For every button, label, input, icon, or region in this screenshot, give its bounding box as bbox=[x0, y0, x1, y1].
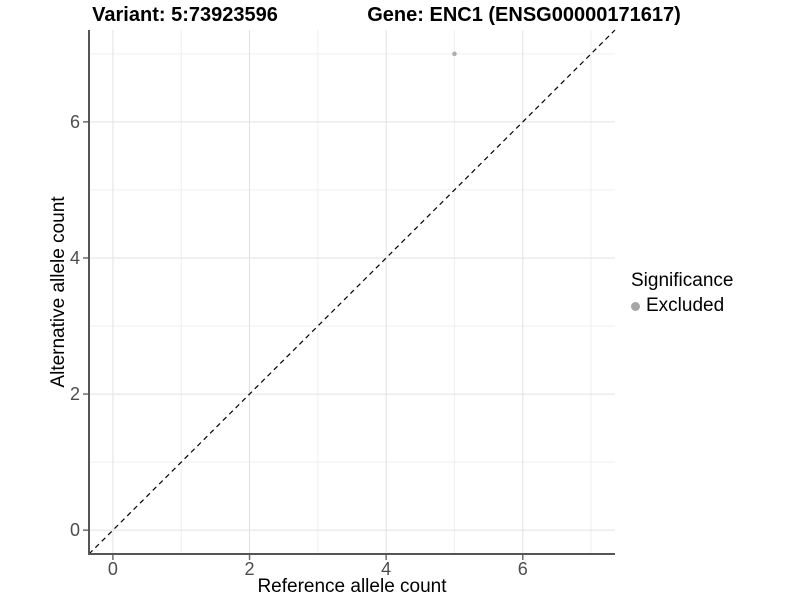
y-axis-tick-label: 4 bbox=[70, 248, 80, 268]
x-axis-tick-label: 4 bbox=[381, 559, 391, 579]
y-axis-tick-label: 6 bbox=[70, 112, 80, 132]
x-axis-tick-label: 6 bbox=[518, 559, 528, 579]
legend-item-label: Excluded bbox=[646, 295, 725, 316]
plot-title-variant: Variant: 5:73923596 bbox=[92, 4, 278, 26]
legend: Significance Excluded bbox=[631, 270, 733, 317]
x-axis-tick-label: 0 bbox=[108, 559, 118, 579]
y-axis-tick-label: 2 bbox=[70, 384, 80, 404]
identity-reference-line bbox=[88, 29, 616, 555]
legend-item: Excluded bbox=[631, 295, 733, 317]
data-point bbox=[452, 51, 457, 57]
axis-lines bbox=[88, 30, 615, 555]
plot-title-gene: Gene: ENC1 (ENSG00000171617) bbox=[367, 4, 681, 26]
legend-title: Significance bbox=[631, 270, 734, 291]
x-axis-tick-label: 2 bbox=[245, 559, 255, 579]
legend-point-icon bbox=[631, 301, 640, 311]
y-axis-tick-label: 0 bbox=[70, 520, 80, 540]
y-axis-title: Alternative allele count bbox=[48, 196, 69, 388]
x-axis-title: Reference allele count bbox=[257, 576, 447, 597]
